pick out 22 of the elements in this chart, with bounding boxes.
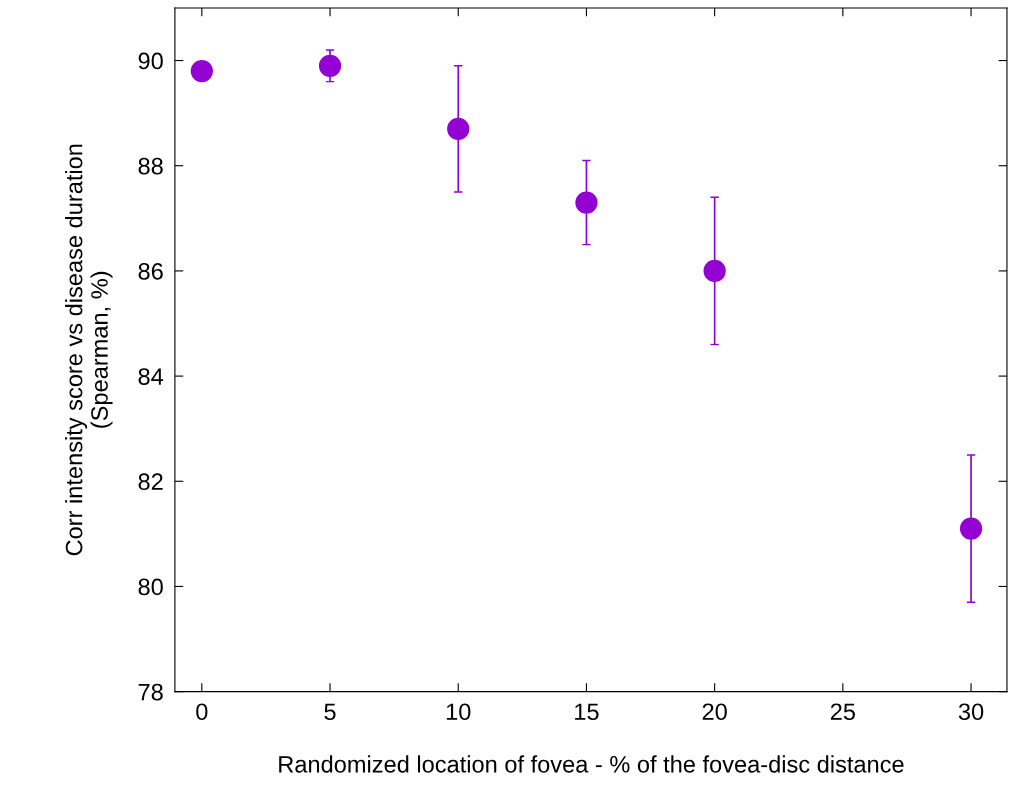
y-tick-label: 84 bbox=[138, 368, 164, 385]
y-tick-label: 78 bbox=[138, 683, 163, 701]
x-tick-label: 20 bbox=[702, 703, 727, 721]
point bbox=[703, 259, 726, 283]
point bbox=[318, 54, 342, 77]
x-axis-title: Randomized location of fovea - % of the fovea-disc distance bbox=[279, 755, 904, 773]
point bbox=[190, 59, 213, 83]
point bbox=[959, 517, 983, 540]
y-axis-title: Corr intensity score vs disease duration (Spearman, %) bbox=[65, 144, 113, 556]
y-tick-label: 82 bbox=[138, 473, 163, 491]
x-tick-label: 0 bbox=[196, 703, 208, 721]
y-tick-label: 86 bbox=[138, 262, 163, 280]
x-tick-label: 25 bbox=[830, 703, 855, 721]
x-tick-label: 5 bbox=[324, 703, 336, 721]
x-tick-label: 15 bbox=[575, 703, 599, 721]
y-tick-label: 80 bbox=[138, 578, 163, 596]
y-tick-label: 88 bbox=[138, 157, 163, 175]
point bbox=[575, 191, 598, 214]
x-tick-label: 10 bbox=[446, 703, 471, 721]
point bbox=[447, 117, 470, 141]
x-tick-label: 30 bbox=[958, 703, 984, 721]
y-tick-label: 90 bbox=[138, 52, 163, 70]
